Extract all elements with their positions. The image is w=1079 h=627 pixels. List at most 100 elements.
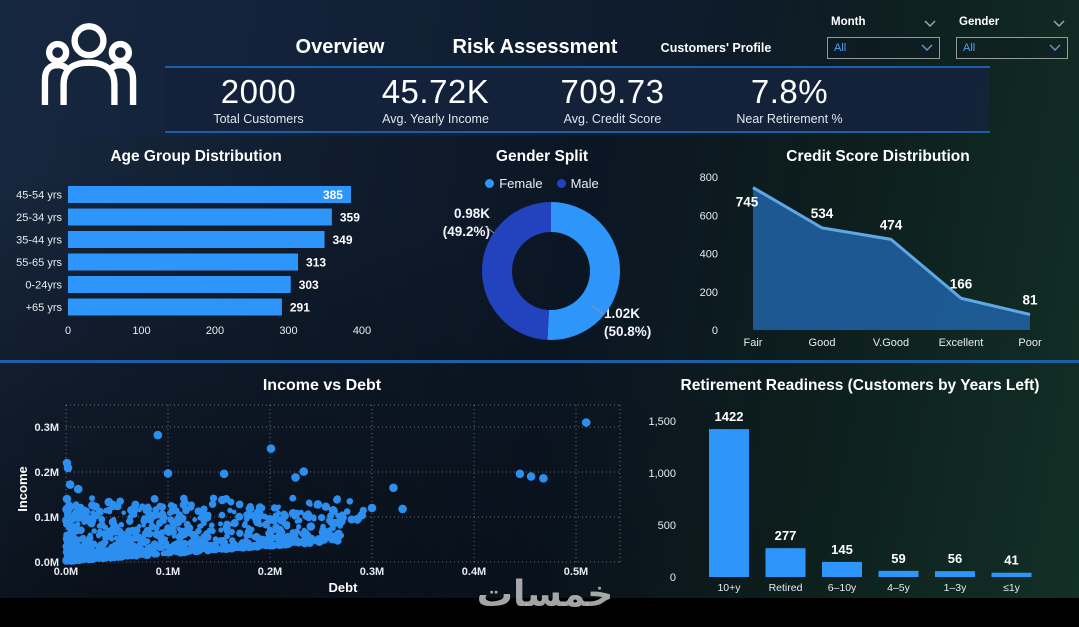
credit-y-tick-label: 200 <box>700 287 718 299</box>
gender-donut-chart[interactable] <box>460 195 650 350</box>
scatter-y-tick-label: 0.3M <box>35 422 59 434</box>
tab-risk-assessment[interactable]: Risk Assessment <box>452 36 618 58</box>
credit-value-label: 474 <box>880 217 903 232</box>
scatter-y-axis-title: Income <box>15 466 30 512</box>
age-x-tick-label: 0 <box>65 325 71 337</box>
retirement-category-label: 10+y <box>717 582 741 594</box>
retirement-value-label: 145 <box>831 542 853 557</box>
age-bar[interactable] <box>68 186 351 203</box>
bottom-letterbox <box>0 598 1079 627</box>
credit-value-label: 534 <box>811 206 834 221</box>
scatter-gridlines <box>65 404 621 563</box>
male-legend-label: Male <box>570 176 599 191</box>
retirement-category-label: Retired <box>769 582 803 594</box>
kpi-value: 7.8% <box>750 72 829 110</box>
retirement-readiness-bar-chart[interactable]: 0 500 1,000 1,500 1422 10+y 277 Retired 145 6–10y… <box>640 398 1079 598</box>
retirement-value-label: 41 <box>1004 553 1018 568</box>
retirement-bar[interactable] <box>822 561 862 577</box>
scatter-x-tick-label: 0.1M <box>156 566 180 578</box>
kpi-value: 45.72K <box>381 72 490 110</box>
month-slicer-dropdown[interactable]: All <box>827 37 940 59</box>
retirement-bar[interactable] <box>991 572 1032 577</box>
retirement-value-label: 59 <box>891 551 905 566</box>
kpi-label: Near Retirement % <box>736 111 843 126</box>
scatter-x-tick-label: 0.2M <box>258 566 282 578</box>
male-slice-pct: (49.2%) <box>442 224 490 239</box>
gender-chart-title: Gender Split <box>495 148 589 165</box>
kpi-label: Total Customers <box>213 111 304 126</box>
chevron-down-icon[interactable] <box>924 20 936 28</box>
age-bars[interactable] <box>68 186 351 316</box>
scatter-chart-title: Income vs Debt <box>262 377 382 394</box>
section-divider <box>0 360 1079 363</box>
retirement-y-tick-label: 1,000 <box>648 468 676 480</box>
retirement-bar[interactable] <box>765 548 806 577</box>
gender-slicer-value: All <box>963 42 976 54</box>
retirement-bar[interactable] <box>878 570 919 577</box>
credit-category-label: Fair <box>744 337 763 349</box>
scatter-y-tick-label: 0.2M <box>35 467 59 479</box>
kpi-total-customers: 2000 Total Customers <box>170 73 347 126</box>
credit-score-area-chart[interactable]: 745 534 474 166 81 0 200 400 600 800 Fair Good V.Goo… <box>690 168 1079 353</box>
female-legend-dot <box>485 179 495 188</box>
credit-category-label: Excellent <box>939 337 984 349</box>
age-bar[interactable] <box>68 231 325 248</box>
retirement-value-label: 56 <box>948 551 962 566</box>
credit-y-tick-label: 400 <box>700 249 718 261</box>
female-slice-callout: 1.02K (50.8%) <box>604 305 694 341</box>
age-x-tick-label: 400 <box>353 325 371 337</box>
kpi-near-retirement: 7.8% Near Retirement % <box>701 72 878 126</box>
credit-y-tick-label: 600 <box>700 210 718 222</box>
chevron-down-icon <box>1049 44 1061 52</box>
retirement-y-tick-label: 500 <box>658 520 676 532</box>
customers-group-icon <box>41 23 137 106</box>
age-bar[interactable] <box>68 298 282 316</box>
kpi-avg-credit-score: 709.73 Avg. Credit Score <box>524 72 701 126</box>
scatter-points <box>62 418 591 565</box>
legend-item-female[interactable]: Female <box>485 176 543 191</box>
age-bar[interactable] <box>68 208 332 226</box>
age-category-label: 35-44 yrs <box>16 235 62 247</box>
scatter-y-tick-label: 0.1M <box>35 512 59 524</box>
gender-slicer-dropdown[interactable]: All <box>956 37 1068 59</box>
scatter-x-tick-label: 0.0M <box>54 566 78 578</box>
kpi-value: 709.73 <box>560 72 665 110</box>
age-bar[interactable] <box>68 253 299 271</box>
credit-category-label: V.Good <box>873 337 909 349</box>
scatter-x-tick-label: 0.4M <box>462 566 486 578</box>
credit-chart-title: Credit Score Distribution <box>786 148 970 165</box>
tab-customers-profile[interactable]: Customers' Profile <box>660 41 772 55</box>
retirement-y-tick-label: 1,500 <box>648 416 676 428</box>
scatter-x-tick-label: 0.5M <box>564 566 588 578</box>
khamsat-watermark: خمسات <box>476 574 614 615</box>
credit-value-label: 81 <box>1022 293 1038 308</box>
age-bar-value-label: 313 <box>306 256 326 270</box>
retirement-bar[interactable] <box>709 429 749 577</box>
age-x-tick-label: 200 <box>206 325 224 337</box>
age-bar-value-label: 359 <box>340 211 360 225</box>
kpi-label: Avg. Credit Score <box>563 111 662 126</box>
scatter-y-tick-label: 0.0M <box>35 557 59 569</box>
male-legend-dot <box>556 179 566 188</box>
female-legend-label: Female <box>499 176 543 191</box>
retirement-bar[interactable] <box>935 571 975 577</box>
credit-y-tick-label: 800 <box>700 172 718 184</box>
age-bar-value-label: 303 <box>299 278 319 292</box>
retirement-category-label: ≤1y <box>1003 582 1021 594</box>
age-x-tick-label: 100 <box>132 325 150 337</box>
gender-legend: Female Male <box>452 176 632 191</box>
age-group-bar-chart[interactable]: 45-54 yrs 385 25-34 yrs 359 35-44 yrs 349 55-6… <box>0 170 420 355</box>
chevron-down-icon[interactable] <box>1053 20 1065 28</box>
retirement-chart-title: Retirement Readiness (Customers by Years… <box>680 377 1040 394</box>
income-vs-debt-scatter-chart[interactable]: 0.0M 0.1M 0.2M 0.3M 0.4M 0.5M 0.0M 0.1M 0.2M 0.3M… <box>0 365 650 598</box>
retirement-bars[interactable] <box>709 429 1032 577</box>
credit-category-label: Good <box>809 337 836 349</box>
male-donut-slice[interactable] <box>482 202 620 340</box>
credit-area-fill[interactable] <box>753 187 1030 330</box>
legend-item-male[interactable]: Male <box>556 176 599 191</box>
retirement-value-label: 1422 <box>715 409 744 424</box>
male-slice-value: 0.98K <box>453 206 490 221</box>
age-bar[interactable] <box>68 276 291 293</box>
credit-value-label: 745 <box>736 195 759 210</box>
tab-overview[interactable]: Overview <box>295 36 385 58</box>
